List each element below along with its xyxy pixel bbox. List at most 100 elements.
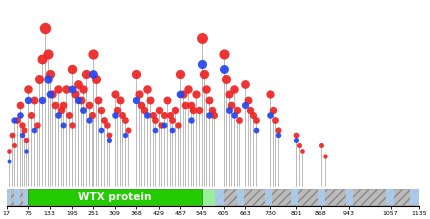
Point bbox=[270, 108, 276, 111]
Point bbox=[293, 134, 300, 137]
Point bbox=[252, 128, 259, 132]
Point bbox=[80, 88, 87, 91]
Point bbox=[135, 93, 142, 96]
Point bbox=[124, 128, 131, 132]
Point bbox=[98, 108, 104, 111]
Point bbox=[22, 149, 29, 152]
Bar bbox=[386, 189, 393, 205]
Point bbox=[5, 159, 12, 162]
Point bbox=[83, 72, 90, 76]
Point bbox=[86, 118, 92, 122]
Point bbox=[267, 113, 273, 117]
Point bbox=[121, 134, 128, 137]
Point bbox=[46, 72, 53, 76]
Point bbox=[149, 113, 156, 117]
Point bbox=[18, 123, 25, 127]
Point bbox=[60, 103, 67, 106]
Point bbox=[89, 113, 95, 117]
Point bbox=[177, 72, 184, 76]
Point bbox=[106, 134, 113, 137]
Point bbox=[46, 93, 53, 96]
Point bbox=[38, 98, 45, 101]
Bar bbox=[15, 189, 20, 205]
Point bbox=[220, 52, 227, 55]
Point bbox=[25, 98, 31, 101]
Point bbox=[69, 88, 76, 91]
Bar bbox=[7, 189, 11, 205]
Point bbox=[201, 72, 208, 76]
Point bbox=[89, 52, 96, 55]
Point bbox=[147, 98, 154, 101]
Point bbox=[182, 103, 189, 106]
Bar bbox=[215, 189, 419, 205]
Point bbox=[172, 108, 178, 111]
Point bbox=[155, 108, 162, 111]
Point bbox=[49, 93, 55, 96]
Point bbox=[63, 88, 70, 91]
Bar bbox=[215, 189, 224, 205]
Point bbox=[16, 113, 23, 117]
Point bbox=[195, 108, 202, 111]
Point bbox=[11, 118, 18, 122]
Point bbox=[80, 108, 87, 111]
Point bbox=[169, 118, 175, 122]
Point bbox=[206, 98, 212, 101]
Point bbox=[8, 134, 15, 137]
Point bbox=[247, 108, 254, 111]
Point bbox=[225, 93, 232, 96]
Point bbox=[133, 98, 140, 101]
Point bbox=[60, 123, 67, 127]
Point bbox=[22, 139, 29, 142]
Point bbox=[233, 108, 240, 111]
Bar bbox=[410, 189, 419, 205]
Point bbox=[52, 103, 58, 106]
Point bbox=[65, 113, 72, 117]
Point bbox=[244, 98, 251, 101]
Point bbox=[71, 93, 78, 96]
Point bbox=[198, 37, 205, 40]
Point bbox=[169, 128, 175, 132]
Point bbox=[86, 103, 92, 106]
Point bbox=[228, 103, 235, 106]
Point bbox=[193, 93, 200, 96]
Point bbox=[111, 113, 118, 117]
Point bbox=[14, 118, 21, 122]
Bar bbox=[23, 189, 28, 205]
Point bbox=[160, 113, 167, 117]
Point bbox=[95, 98, 102, 101]
Point bbox=[275, 128, 282, 132]
Point bbox=[74, 83, 81, 86]
Point bbox=[133, 72, 140, 76]
Point bbox=[20, 128, 27, 132]
Point bbox=[33, 123, 40, 127]
Point bbox=[38, 57, 45, 61]
Point bbox=[236, 118, 243, 122]
Point bbox=[74, 98, 81, 101]
Bar bbox=[291, 189, 298, 205]
Point bbox=[152, 128, 159, 132]
Point bbox=[44, 78, 51, 81]
Point bbox=[54, 113, 61, 117]
Point bbox=[5, 149, 12, 152]
Point bbox=[69, 67, 76, 71]
Point bbox=[30, 98, 37, 101]
Bar bbox=[237, 189, 244, 205]
Point bbox=[187, 103, 194, 106]
Point bbox=[54, 88, 61, 91]
Point bbox=[242, 103, 249, 106]
Point bbox=[174, 123, 181, 127]
Point bbox=[206, 113, 212, 117]
Point bbox=[89, 72, 96, 76]
Point bbox=[106, 139, 113, 142]
Point bbox=[177, 93, 184, 96]
Point bbox=[11, 144, 18, 147]
Bar bbox=[202, 189, 215, 205]
Point bbox=[100, 118, 107, 122]
Point bbox=[225, 108, 232, 111]
Point bbox=[16, 103, 23, 106]
Point bbox=[252, 118, 259, 122]
Point bbox=[144, 113, 150, 117]
Bar bbox=[265, 189, 272, 205]
Bar bbox=[28, 189, 202, 205]
Point bbox=[223, 78, 230, 81]
